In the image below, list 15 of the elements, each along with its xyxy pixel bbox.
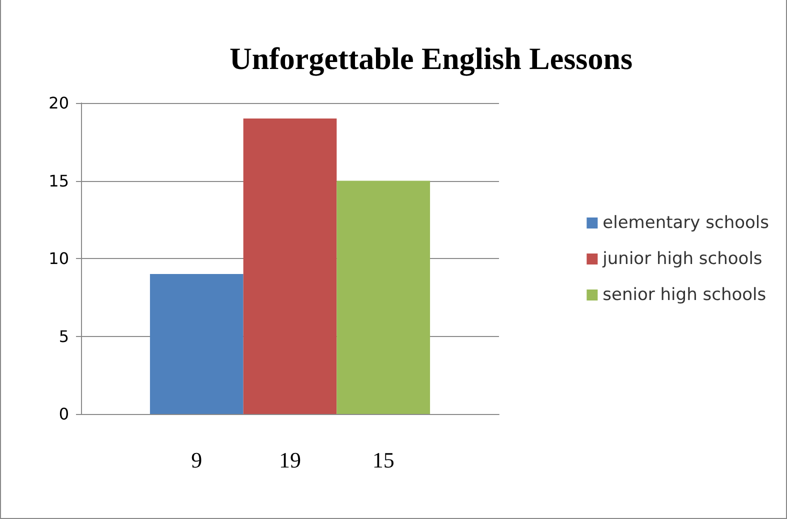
legend-label: junior high schools [602,249,762,269]
y-tick-label: 15 [48,171,69,190]
y-tick-label: 0 [58,404,69,424]
y-tick-label: 10 [48,249,69,268]
legend-label: elementary schools [602,213,770,233]
chart-title: Unforgettable English Lessons [229,41,633,76]
data-label: 9 [191,448,202,472]
data-label: 15 [372,448,394,472]
legend-label: senior high schools [602,285,766,305]
bar [150,274,244,414]
y-tick-label: 5 [58,326,69,346]
bar [243,118,337,414]
data-label: 19 [279,448,301,472]
bar [336,180,430,414]
y-tick-label: 20 [48,94,69,112]
